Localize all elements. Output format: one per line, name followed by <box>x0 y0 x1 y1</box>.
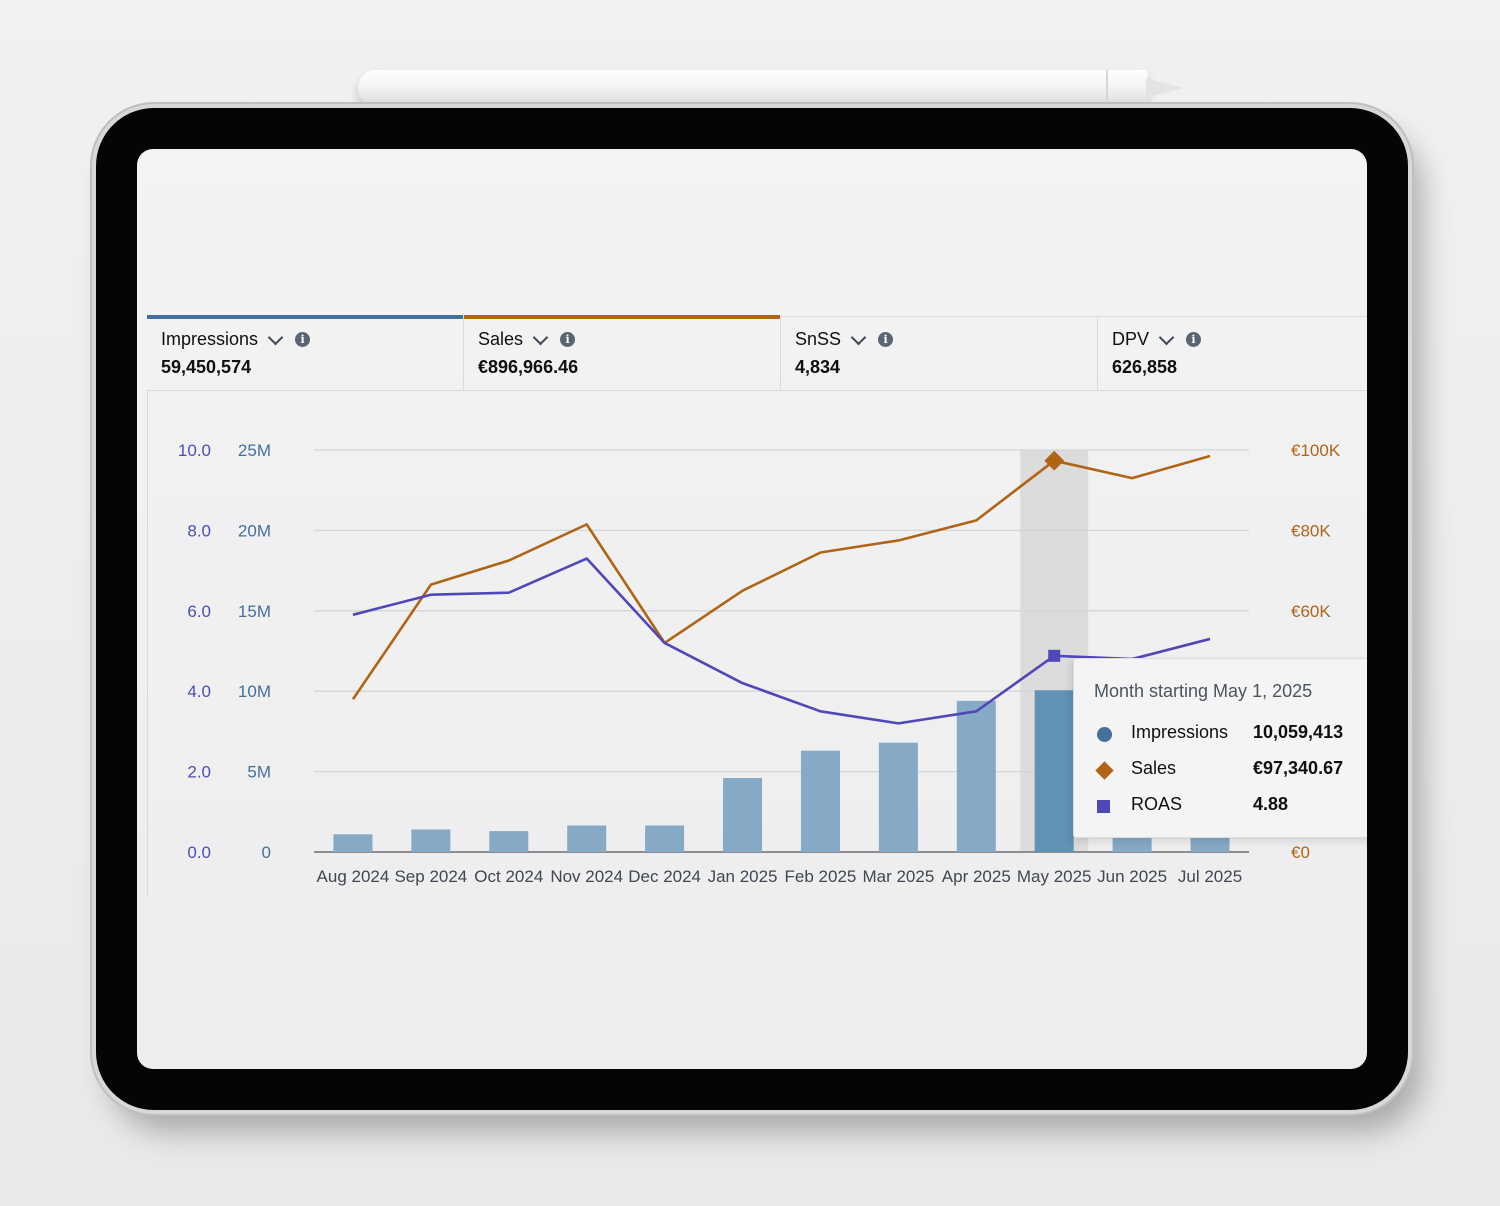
x-axis-tick-label: Feb 2025 <box>785 867 857 886</box>
x-axis-tick-label: May 2025 <box>1017 867 1092 886</box>
x-axis-tick-label: Nov 2024 <box>550 867 623 886</box>
roas-axis-tick-label: 8.0 <box>187 521 211 540</box>
sales-axis-tick-label: €0 <box>1291 843 1310 862</box>
x-axis-tick-label: Oct 2024 <box>474 867 543 886</box>
impressions-bar <box>411 829 451 852</box>
impressions-bar <box>956 700 996 852</box>
panel-left-border <box>147 389 148 897</box>
sales-line <box>351 454 1211 700</box>
impressions-bar <box>723 778 763 852</box>
roas-axis-tick-label: 10.0 <box>178 441 211 460</box>
metric-selected-bar <box>464 315 780 319</box>
metric-tab-impressions[interactable]: Impressions i 59,450,574 <box>147 315 464 390</box>
metric-label: DPV <box>1112 328 1150 349</box>
impressions-bar <box>567 825 607 852</box>
impressions-axis-tick-label: 5M <box>247 763 271 782</box>
roas-axis-tick-label: 4.0 <box>187 682 211 701</box>
impressions-bar <box>878 742 918 852</box>
diamond-marker-icon <box>1095 761 1114 780</box>
impressions-axis-tick-label: 25M <box>238 441 271 460</box>
metric-value: €896,966.46 <box>478 357 579 377</box>
x-axis-tick-label: Dec 2024 <box>628 867 701 886</box>
roas-axis-tick-label: 0.0 <box>187 843 211 862</box>
square-marker-icon <box>1097 800 1110 813</box>
stylus-pencil <box>358 70 1184 106</box>
sales-axis-tick-label: €80K <box>1291 521 1331 540</box>
tooltip-series-name: Impressions <box>1131 722 1229 742</box>
x-axis-tick-label: Mar 2025 <box>862 867 934 886</box>
impressions-axis-tick-label: 0 <box>262 843 271 862</box>
impressions-axis-tick-label: 10M <box>238 682 271 701</box>
sales-axis-tick-label: €100K <box>1291 441 1341 460</box>
sales-point-marker <box>1044 450 1065 471</box>
info-icon[interactable]: i <box>295 331 311 347</box>
metric-label: Impressions <box>161 328 259 349</box>
x-axis-tick-label: Jul 2025 <box>1178 867 1242 886</box>
impressions-axis-tick-label: 20M <box>238 521 271 540</box>
sales-axis-tick-label: €60K <box>1291 602 1331 621</box>
roas-line <box>352 557 1211 725</box>
x-axis-tick-label: Apr 2025 <box>942 867 1011 886</box>
impressions-bar <box>800 750 840 852</box>
tooltip-series-name: Sales <box>1131 758 1177 778</box>
roas-axis-tick-label: 6.0 <box>187 602 211 621</box>
tooltip-series-name: ROAS <box>1131 794 1183 814</box>
metric-selected-bar <box>147 315 463 319</box>
info-icon[interactable]: i <box>878 331 894 347</box>
x-axis-tick-label: Jun 2025 <box>1097 867 1167 886</box>
tablet-frame: Impressions i 59,450,574 Sales i €896,966.… <box>96 108 1408 1110</box>
impressions-bar <box>333 834 373 852</box>
impressions-bar <box>645 825 685 852</box>
roas-axis-tick-label: 2.0 <box>187 763 211 782</box>
combo-chart[interactable]: 10.0 8.0 6.0 4.0 2.0 0.0 25M 20M 15M 10M 5M 0 €100K €… <box>137 149 1367 1069</box>
metric-value: 626,858 <box>1112 357 1178 377</box>
metric-tabs: Impressions i 59,450,574 Sales i €896,966.… <box>147 315 1367 391</box>
impressions-bar <box>489 831 529 852</box>
chart-tooltip: Month starting May 1, 2025 Impressions 1… <box>1073 658 1367 838</box>
tooltip-title: Month starting May 1, 2025 <box>1094 681 1313 701</box>
tooltip-row-sales: Sales €97,340.67 <box>1094 758 1367 782</box>
tooltip-row-impressions: Impressions 10,059,413 <box>1094 722 1367 746</box>
impressions-axis-tick-label: 15M <box>238 602 271 621</box>
metric-value: 4,834 <box>795 357 841 377</box>
pencil-tip <box>1146 78 1184 98</box>
metric-label: Sales <box>478 328 524 349</box>
metric-tab-snss[interactable]: SnSS i 4,834 <box>781 317 1098 390</box>
impressions-bar <box>1034 690 1074 852</box>
tooltip-row-roas: ROAS 4.88 <box>1094 794 1367 818</box>
pencil-band <box>1106 70 1108 106</box>
metric-tab-sales[interactable]: Sales i €896,966.46 <box>464 315 781 390</box>
metric-tab-dpv[interactable]: DPV i 626,858 <box>1098 317 1367 390</box>
x-axis-tick-label: Jan 2025 <box>708 867 778 886</box>
tooltip-series-value: 10,059,413 <box>1253 722 1344 742</box>
tablet-screen: Impressions i 59,450,574 Sales i €896,966.… <box>137 149 1367 1069</box>
circle-marker-icon <box>1097 727 1112 742</box>
x-axis-tick-label: Aug 2024 <box>317 867 390 886</box>
metric-label: SnSS <box>795 328 842 349</box>
roas-point-marker <box>1048 649 1061 662</box>
info-icon[interactable]: i <box>560 331 576 347</box>
info-icon[interactable]: i <box>1186 331 1202 347</box>
x-axis-tick-label: Sep 2024 <box>394 867 467 886</box>
tooltip-series-value: 4.88 <box>1253 794 1289 814</box>
metric-value: 59,450,574 <box>161 357 252 377</box>
tooltip-series-value: €97,340.67 <box>1253 758 1344 778</box>
